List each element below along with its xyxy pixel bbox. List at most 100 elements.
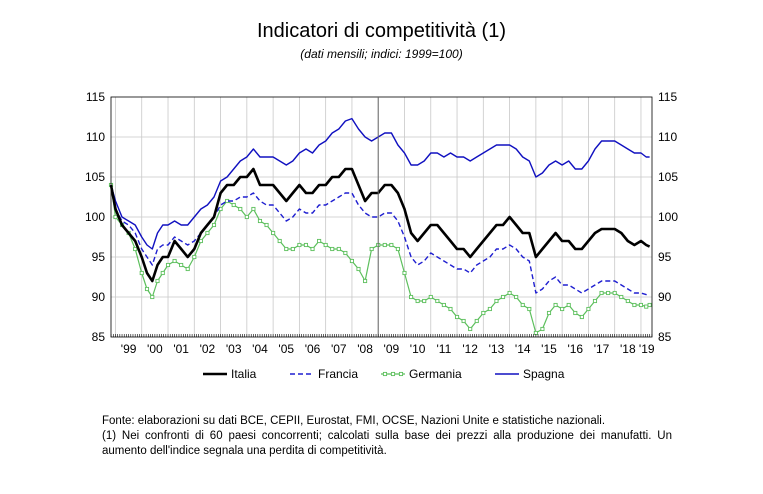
series-point-germania — [343, 250, 348, 256]
legend-item-spagna: Spagna — [495, 367, 565, 381]
series-point-germania — [113, 214, 118, 220]
series-point-germania — [540, 326, 545, 332]
x-tick-label: '11 — [437, 342, 452, 356]
series-line-francia — [110, 184, 650, 297]
series-point-germania — [303, 242, 309, 248]
series-point-germania — [487, 306, 492, 312]
series-point-germania — [448, 306, 453, 312]
y-tick-label-right: 100 — [658, 210, 678, 224]
y-tick-label-right: 105 — [658, 170, 678, 184]
legend-item-francia: Francia — [290, 367, 358, 381]
x-tick-label: '00 — [147, 342, 163, 356]
legend-item-germania: Germania — [381, 367, 462, 381]
series-point-germania — [165, 262, 171, 268]
series-point-germania — [150, 294, 155, 300]
series-point-germania — [297, 242, 302, 248]
series-point-germania — [428, 294, 433, 300]
line-chart: 85 90 95 100 105 110 115 85 90 95 100 105 110 115 '9… — [85, 90, 678, 381]
series-point-germania — [310, 246, 315, 252]
legend-marker — [382, 371, 388, 377]
series-point-germania — [290, 246, 295, 252]
x-tick-label: '10 — [410, 342, 426, 356]
y-tick-label-left: 100 — [85, 210, 105, 224]
series-point-germania — [625, 298, 630, 304]
series-point-germania — [527, 306, 532, 312]
series-point-germania — [461, 318, 466, 324]
legend-label: Germania — [409, 367, 462, 381]
y-tick-label-left: 110 — [86, 130, 105, 144]
series-point-germania — [435, 298, 440, 304]
y-axis-left: 85 90 95 100 105 110 115 — [85, 90, 105, 344]
y-tick-label-right: 115 — [658, 90, 677, 104]
series-point-germania — [647, 302, 652, 308]
series-point-germania — [573, 310, 578, 316]
series-point-germania — [606, 290, 611, 296]
series-point-germania — [566, 302, 571, 308]
legend-label: Italia — [231, 367, 257, 381]
x-tick-label: '99 — [121, 342, 137, 356]
series-point-germania — [468, 326, 473, 332]
x-tick-label: '06 — [305, 342, 321, 356]
series-point-germania — [238, 206, 243, 212]
series-point-germania — [599, 290, 604, 296]
series-point-germania — [586, 306, 591, 312]
series-point-germania — [619, 294, 624, 300]
series-point-germania — [441, 302, 446, 308]
series-point-germania — [514, 294, 519, 300]
series-point-germania — [612, 290, 617, 296]
series-point-germania — [402, 270, 407, 276]
series-point-germania — [231, 202, 236, 208]
series-point-germania — [211, 222, 217, 228]
series-point-germania — [160, 270, 165, 276]
series-point-germania — [349, 258, 354, 264]
series-point-germania — [579, 314, 584, 320]
legend-marker — [398, 371, 404, 377]
x-tick-label: '05 — [278, 342, 294, 356]
series-point-germania — [474, 318, 479, 324]
y-tick-label-right: 95 — [658, 250, 672, 264]
series-point-germania — [494, 298, 499, 304]
series-point-germania — [395, 246, 400, 252]
plot-frame — [110, 96, 653, 338]
x-tick-label: '19 — [639, 342, 655, 356]
series-point-germania — [363, 278, 368, 284]
series-point-germania — [546, 310, 552, 316]
series-point-germania — [330, 246, 335, 252]
series-point-germania — [644, 304, 649, 309]
x-tick-label: '12 — [462, 342, 478, 356]
legend-label: Francia — [318, 367, 358, 381]
x-axis: '99 '00 '01 '02 '03 '04 '05 '06 '07 '08 '09 '10 '11 '… — [110, 334, 655, 356]
series-point-germania — [179, 262, 184, 268]
legend: Italia Francia Germania Spagna — [203, 367, 565, 381]
series-point-germania — [422, 298, 427, 304]
series-point-germania — [389, 242, 394, 248]
x-tick-label: '07 — [331, 342, 347, 356]
series-point-germania — [317, 238, 322, 244]
y-tick-label-left: 115 — [86, 90, 105, 104]
x-tick-label: '14 — [515, 342, 531, 356]
series-point-germania — [481, 310, 486, 316]
y-axis-right: 85 90 95 100 105 110 115 — [658, 90, 678, 344]
x-tick-label: '18 — [620, 342, 636, 356]
legend-item-italia: Italia — [203, 367, 257, 381]
series-point-germania — [251, 206, 256, 212]
series-point-germania — [144, 286, 150, 292]
series-point-germania — [205, 230, 210, 236]
y-tick-label-right: 90 — [658, 290, 672, 304]
series-point-germania — [632, 302, 637, 308]
series-point-germania — [520, 302, 525, 308]
series-point-germania — [592, 298, 598, 304]
series-point-germania — [257, 218, 263, 224]
y-tick-label-right: 85 — [658, 330, 672, 344]
x-tick-label: '02 — [200, 342, 216, 356]
series-point-germania — [277, 238, 282, 244]
series-point-germania — [264, 222, 269, 228]
source-note: Fonte: elaborazioni su dati BCE, CEPII, … — [102, 415, 606, 427]
series-line-italia — [109, 167, 651, 283]
series-point-germania — [244, 214, 249, 220]
series-point-germania — [382, 242, 387, 248]
series-point-germania — [638, 302, 644, 308]
series-point-germania — [139, 270, 144, 276]
legend-label: Spagna — [523, 367, 565, 381]
x-tick-label: '13 — [489, 342, 505, 356]
